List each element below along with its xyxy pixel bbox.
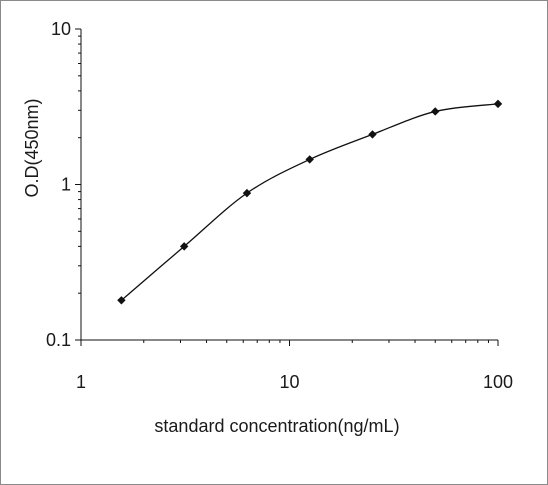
x-tick-label: 100 <box>483 372 513 392</box>
y-tick-label: 0.1 <box>46 330 71 350</box>
series-line <box>120 103 499 301</box>
data-point-marker <box>305 155 314 164</box>
ticks: 0.1 1 10 1 10 100 <box>46 19 513 392</box>
series <box>117 99 503 305</box>
x-tick-label: 1 <box>76 372 86 392</box>
y-tick-label: 1 <box>61 175 71 195</box>
data-point-marker <box>431 107 440 116</box>
x-tick-label: 10 <box>279 372 299 392</box>
data-point-marker <box>493 99 503 109</box>
data-point-marker <box>179 242 189 251</box>
y-axis-title: O.D(450nm) <box>22 98 42 197</box>
data-point-marker <box>242 188 252 198</box>
axes <box>80 29 498 341</box>
y-tick-label: 10 <box>51 19 71 39</box>
x-axis-title: standard concentration(ng/mL) <box>154 416 399 436</box>
data-point-marker <box>117 296 126 305</box>
data-point-marker <box>368 130 377 139</box>
